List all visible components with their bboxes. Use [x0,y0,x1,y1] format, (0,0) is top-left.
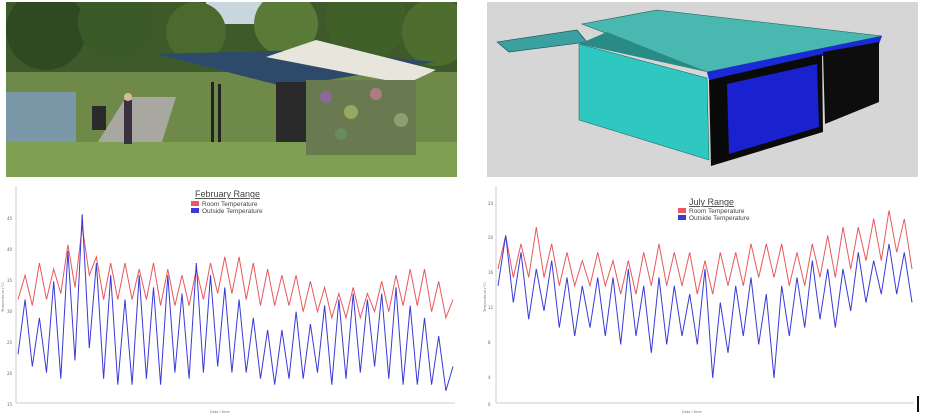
y-tick: 30 [7,309,13,314]
chart-title: July Range [689,197,734,207]
y-tick: 4 [488,375,491,380]
legend-swatch-outside [678,215,686,220]
y-axis-label: Temperature (°C) [1,281,5,313]
february-chart: 45 40 35 30 25 20 15 Temperature (°C) Da… [0,182,460,415]
series-line-room [497,210,913,295]
series-line-room [17,226,454,320]
legend-label-outside: Outside Temperature [202,208,263,215]
y-tick: 40 [7,247,13,252]
y-tick: 20 [488,235,494,240]
plot-area [17,214,454,391]
y-tick: 24 [488,201,494,206]
y-axis-label: Temperature (°C) [483,281,487,313]
series-line-outside [17,214,454,391]
y-axis [495,186,914,404]
x-axis-label: Date / time [682,410,702,414]
y-tick: 8 [488,340,491,345]
x-axis-label: Date / time [210,410,230,414]
y-tick: 45 [7,216,13,221]
chart-title: February Range [195,189,260,199]
legend-label-room: Room Temperature [689,208,745,215]
y-tick: 15 [7,402,13,407]
y-tick: 35 [7,278,13,283]
legend-swatch-outside [191,208,199,213]
july-chart: 24 20 16 12 8 4 0 Temperature (°C) Date … [482,182,918,415]
series-line-outside [497,235,913,378]
y-tick: 0 [488,402,491,407]
edge-marker [917,396,919,412]
legend-label-room: Room Temperature [202,201,258,208]
plot-area [497,210,913,378]
y-tick: 16 [488,270,494,275]
y-tick: 25 [7,340,13,345]
pavilion-photo [6,2,457,177]
y-tick: 20 [7,371,13,376]
y-axis [15,186,455,404]
y-tick: 12 [488,305,494,310]
legend-swatch-room [191,201,199,206]
legend-label-outside: Outside Temperature [689,215,750,222]
pavilion-3d-render [487,2,918,177]
legend-swatch-room [678,208,686,213]
